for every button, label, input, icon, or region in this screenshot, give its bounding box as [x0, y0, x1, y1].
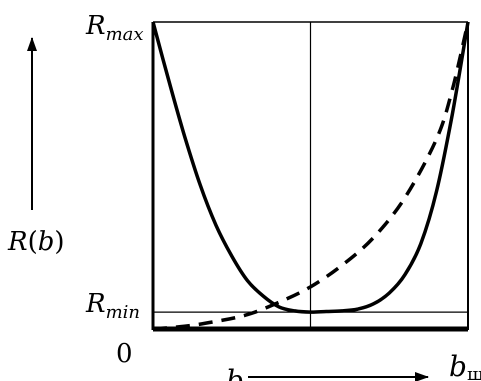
y-axis-label: R(b) — [7, 227, 65, 257]
series-dashed-curve — [152, 21, 470, 331]
series-solid-curve — [151, 21, 470, 314]
rmin-label: Rmin — [85, 289, 140, 323]
rmax-label: Rmax — [85, 11, 144, 45]
x-end-label: bш — [449, 350, 481, 381]
x-axis-label: b — [226, 364, 244, 381]
origin-label: 0 — [116, 339, 133, 369]
